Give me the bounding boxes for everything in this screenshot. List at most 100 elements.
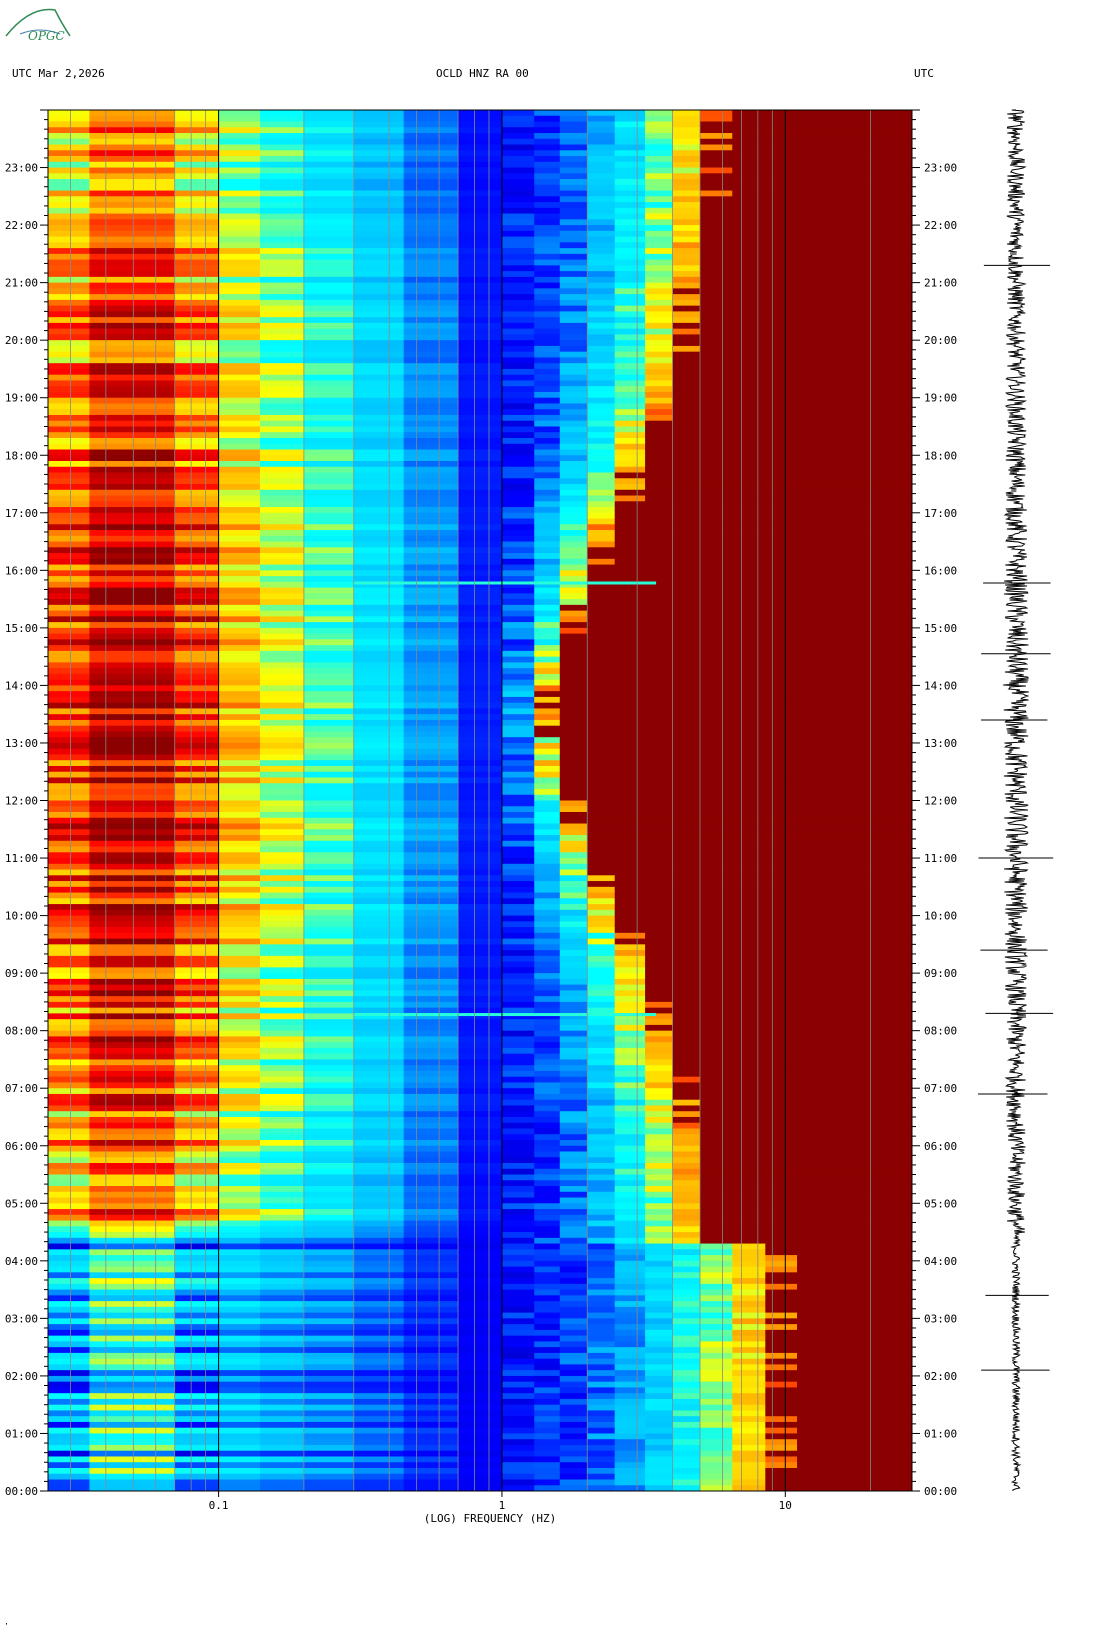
heatmap-cell xyxy=(403,691,459,698)
heatmap-cell xyxy=(218,121,261,128)
heatmap-cell xyxy=(501,702,535,709)
heatmap-cell xyxy=(559,650,588,658)
heatmap-cell xyxy=(353,1030,405,1037)
heatmap-cell xyxy=(870,1237,913,1244)
heatmap-cell xyxy=(700,783,733,790)
heatmap-cell xyxy=(353,812,405,819)
heatmap-cell xyxy=(174,570,219,577)
heatmap-cell xyxy=(534,812,561,819)
heatmap-cell xyxy=(700,334,733,341)
heatmap-cell xyxy=(89,253,134,260)
heatmap-cell xyxy=(700,484,733,491)
heatmap-cell xyxy=(403,1347,459,1354)
heatmap-cell xyxy=(870,679,913,686)
heatmap-cell xyxy=(765,484,798,491)
heatmap-cell xyxy=(700,380,733,387)
heatmap-cell xyxy=(403,1324,459,1331)
heatmap-cell xyxy=(672,1047,701,1055)
heatmap-cell xyxy=(534,322,561,330)
heatmap-cell xyxy=(797,1042,836,1049)
heatmap-cell xyxy=(133,1186,176,1193)
heatmap-cell xyxy=(174,702,219,709)
heatmap-cell xyxy=(534,656,561,663)
heatmap-cell xyxy=(870,719,913,727)
heatmap-cell xyxy=(133,1145,176,1152)
heatmap-cell xyxy=(732,397,766,404)
heatmap-cell xyxy=(353,299,405,307)
heatmap-cell xyxy=(403,869,459,876)
heatmap-cell xyxy=(672,363,701,370)
heatmap-cell xyxy=(133,967,176,974)
heatmap-cell xyxy=(174,530,219,537)
heatmap-cell xyxy=(303,765,355,773)
heatmap-cell xyxy=(260,219,305,226)
heatmap-cell xyxy=(403,374,459,381)
heatmap-cell xyxy=(501,564,535,571)
heatmap-cell xyxy=(645,835,673,842)
heatmap-cell xyxy=(303,167,355,174)
heatmap-cell xyxy=(835,754,871,761)
heatmap-cell xyxy=(700,742,733,750)
heatmap-cell xyxy=(765,944,798,951)
heatmap-cell xyxy=(765,622,798,629)
heatmap-cell xyxy=(732,904,766,911)
heatmap-cell xyxy=(645,1260,673,1267)
heatmap-cell xyxy=(732,1209,766,1216)
heatmap-cell xyxy=(672,512,701,519)
heatmap-cell xyxy=(403,414,459,422)
heatmap-cell xyxy=(700,1093,733,1101)
heatmap-cell xyxy=(501,616,535,623)
heatmap-cell xyxy=(303,461,355,468)
heatmap-cell xyxy=(765,1203,798,1210)
heatmap-cell xyxy=(732,1283,766,1290)
heatmap-cell xyxy=(353,576,405,583)
heatmap-cell xyxy=(218,202,261,209)
heatmap-cell xyxy=(501,432,535,439)
heatmap-cell xyxy=(614,1237,646,1244)
heatmap-cell xyxy=(403,633,459,640)
heatmap-cell xyxy=(870,259,913,266)
heatmap-cell xyxy=(48,576,90,583)
heatmap-cell xyxy=(765,156,798,163)
heatmap-cell xyxy=(797,1122,836,1129)
heatmap-cell xyxy=(133,512,176,519)
heatmap-cell xyxy=(133,691,176,698)
heatmap-cell xyxy=(614,420,646,427)
heatmap-cell xyxy=(559,852,588,859)
heatmap-cell xyxy=(303,1140,355,1147)
heatmap-cell xyxy=(218,374,261,381)
heatmap-cell xyxy=(797,495,836,502)
heatmap-cell xyxy=(700,161,733,168)
heatmap-cell xyxy=(614,668,646,675)
heatmap-cell xyxy=(403,1220,459,1227)
heatmap-cell xyxy=(672,1122,701,1129)
heatmap-cell xyxy=(260,466,305,473)
heatmap-cell xyxy=(797,863,836,870)
heatmap-cell xyxy=(260,967,305,974)
heatmap-cell xyxy=(559,1076,588,1083)
heatmap-cell xyxy=(174,357,219,364)
heatmap-cell xyxy=(353,645,405,652)
heatmap-cell xyxy=(672,696,701,704)
heatmap-cell xyxy=(765,420,798,427)
heatmap-cell xyxy=(614,363,646,370)
heatmap-cell xyxy=(645,817,673,824)
heatmap-cell xyxy=(458,202,503,209)
heatmap-cell xyxy=(835,501,871,508)
heatmap-cell xyxy=(353,1099,405,1106)
heatmap-cell xyxy=(303,1335,355,1342)
heatmap-cell xyxy=(48,886,90,893)
heatmap-cell xyxy=(870,904,913,911)
heatmap-cell xyxy=(672,973,701,980)
heatmap-cell xyxy=(260,173,305,180)
heatmap-cell xyxy=(700,461,733,468)
heatmap-cell xyxy=(89,530,134,537)
heatmap-cell xyxy=(218,1122,261,1129)
heatmap-cell xyxy=(133,1001,176,1009)
heatmap-cell xyxy=(501,921,535,928)
heatmap-cell xyxy=(353,1174,405,1181)
heatmap-cell xyxy=(835,599,871,606)
heatmap-cell xyxy=(133,1278,176,1285)
heatmap-cell xyxy=(645,996,673,1003)
heatmap-cell xyxy=(353,558,405,565)
